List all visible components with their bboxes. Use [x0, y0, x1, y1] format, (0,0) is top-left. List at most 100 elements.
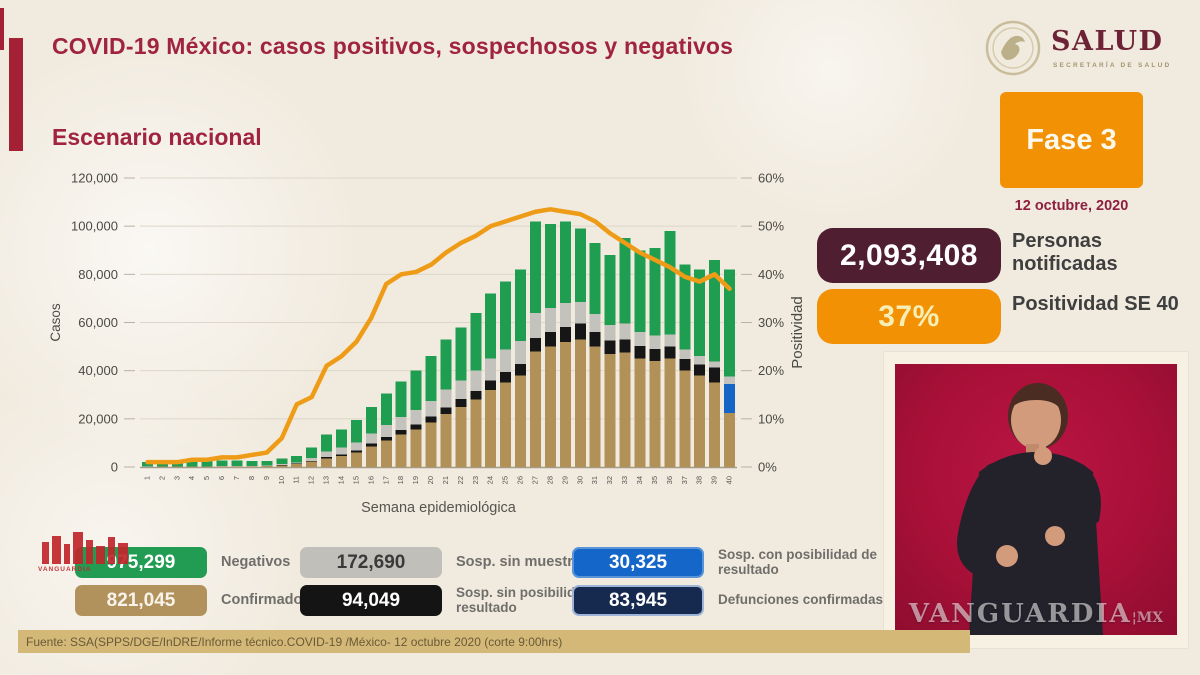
bar-w36-segment	[664, 346, 676, 359]
legend-label-defunciones: Defunciones confirmadas	[718, 592, 884, 608]
bar-w12-segment	[306, 447, 318, 458]
svg-text:32: 32	[605, 476, 614, 484]
bar-w31-segment	[589, 346, 601, 467]
legend-label-negativos: Negativos	[221, 553, 291, 570]
bar-w20-segment	[425, 416, 437, 423]
svg-text:36: 36	[665, 476, 674, 484]
svg-text:9: 9	[262, 476, 271, 480]
bar-w18-segment	[395, 381, 407, 417]
bar-w11-segment	[291, 462, 303, 464]
svg-text:80,000: 80,000	[78, 267, 118, 282]
legend-item-defunciones: 83,945 Defunciones confirmadas	[572, 585, 883, 616]
edge-artifact	[0, 8, 4, 50]
bar-w13-segment	[321, 458, 333, 467]
bar-w38-segment	[694, 356, 706, 365]
svg-text:30: 30	[575, 476, 584, 484]
bar-w12-segment	[306, 457, 318, 461]
svg-text:10%: 10%	[758, 411, 784, 426]
bar-w23-segment	[470, 399, 482, 467]
bar-w38-segment	[694, 375, 706, 467]
bar-w17-segment	[380, 424, 392, 437]
bar-w30-segment	[574, 228, 586, 303]
salud-logo: SALUD SECRETARÍA DE SALUD	[985, 18, 1185, 80]
svg-text:Positividad: Positividad	[789, 296, 806, 369]
salud-subtitle: SECRETARÍA DE SALUD	[1053, 62, 1172, 69]
bar-w10-segment	[276, 458, 288, 465]
bar-w31-segment	[589, 243, 601, 315]
bar-w40-segment	[724, 412, 736, 467]
bar-w39-segment	[709, 367, 721, 383]
svg-text:12: 12	[307, 476, 316, 484]
bar-w37-segment	[679, 349, 691, 360]
bar-w35-segment	[649, 247, 661, 336]
svg-text:29: 29	[560, 476, 569, 484]
chart-title: Escenario nacional	[52, 124, 262, 150]
svg-text:22: 22	[456, 476, 465, 484]
legend-item-sosp-sin-posibilidad: 94,049 Sosp. sin posibilidad de resultad…	[300, 585, 611, 616]
svg-text:30%: 30%	[758, 315, 784, 330]
bar-w37-segment	[679, 359, 691, 371]
bar-w35-segment	[649, 361, 661, 467]
bar-w11-segment	[291, 464, 303, 467]
bar-w40-segment	[724, 269, 736, 377]
bar-w34-segment	[634, 250, 646, 333]
bar-w20-segment	[425, 356, 437, 401]
eagle-emblem-icon	[985, 20, 1041, 76]
bar-w18-segment	[395, 434, 407, 467]
bar-w38-segment	[694, 269, 706, 357]
svg-text:0: 0	[111, 460, 118, 475]
bar-w25-segment	[500, 382, 512, 467]
svg-text:60,000: 60,000	[78, 315, 118, 330]
bar-w29-segment	[559, 341, 571, 467]
svg-text:100,000: 100,000	[71, 219, 118, 234]
bar-w27-segment	[530, 338, 542, 352]
bar-w18-segment	[395, 416, 407, 431]
phase-badge: Fase 3	[1000, 92, 1143, 188]
bar-w8-segment	[246, 466, 258, 467]
bar-w14-segment	[335, 447, 347, 455]
legend-label-confirmados: Confirmados	[221, 591, 311, 608]
bar-w33-segment	[619, 352, 631, 467]
bar-w25-segment	[500, 349, 512, 373]
bar-w27-segment	[530, 351, 542, 467]
bar-w32-segment	[604, 353, 616, 467]
svg-text:3: 3	[172, 476, 181, 480]
bar-w19-segment	[410, 410, 422, 425]
svg-text:27: 27	[531, 476, 540, 484]
bar-w29-segment	[559, 303, 571, 327]
bar-w23-segment	[470, 370, 482, 391]
bar-w33-segment	[619, 238, 631, 324]
legend-value-sosp-con-posibilidad: 30,325	[572, 547, 704, 578]
bar-w23-segment	[470, 390, 482, 400]
legend-item-negativos: 975,299 Negativos	[75, 547, 290, 578]
bar-w37-segment	[679, 264, 691, 350]
bar-w16-segment	[365, 446, 377, 467]
salud-wordmark: SALUD	[1051, 26, 1164, 57]
bar-w34-segment	[634, 358, 646, 467]
bar-w37-segment	[679, 370, 691, 467]
bar-w15-segment	[350, 452, 362, 467]
bar-w10-segment	[276, 464, 288, 466]
bar-w24-segment	[485, 380, 497, 390]
legend-value-confirmados: 821,045	[75, 585, 207, 616]
positivity-value: 37%	[878, 299, 940, 333]
svg-text:21: 21	[441, 476, 450, 484]
notified-persons-label: Personas notificadas	[1012, 230, 1118, 275]
bar-w15-segment	[350, 442, 362, 451]
bar-w39-segment	[709, 361, 721, 368]
interpreter-figure	[957, 383, 1103, 635]
bar-w40-segment	[724, 376, 736, 384]
bar-w24-segment	[485, 358, 497, 381]
bar-w33-segment	[619, 339, 631, 353]
svg-text:31: 31	[590, 476, 599, 484]
chart-bars	[141, 221, 736, 467]
bar-w28-segment	[544, 223, 556, 309]
bar-w16-segment	[365, 433, 377, 444]
phase-label: Fase 3	[1026, 123, 1117, 156]
bar-w19-segment	[410, 370, 422, 411]
svg-text:13: 13	[322, 476, 331, 484]
svg-text:14: 14	[336, 476, 345, 484]
bar-w28-segment	[544, 346, 556, 467]
svg-text:11: 11	[292, 476, 301, 484]
